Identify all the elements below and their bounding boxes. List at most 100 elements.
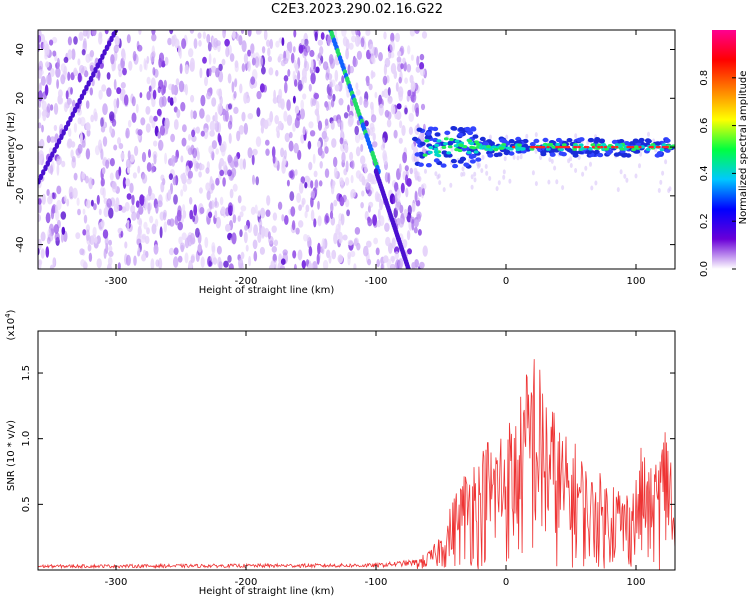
noise-speckle	[188, 160, 193, 169]
noise-speckle	[198, 187, 203, 194]
noise-speckle	[402, 151, 407, 164]
noise-speckle	[310, 72, 316, 85]
noise-speckle	[140, 117, 146, 126]
noise-speckle	[354, 34, 361, 47]
noise-speckle	[41, 124, 44, 133]
noise-speckle	[229, 188, 234, 199]
noise-speckle	[333, 156, 338, 168]
tone-band	[436, 154, 442, 158]
noise-speckle	[260, 125, 264, 134]
noise-speckle	[169, 218, 175, 227]
noise-speckle	[141, 151, 147, 163]
tone-band	[450, 158, 457, 164]
noise-speckle	[261, 66, 266, 75]
noise-speckle	[355, 89, 361, 96]
noise-speckle	[310, 190, 316, 199]
noise-speckle	[145, 250, 149, 258]
noise-speckle	[180, 101, 186, 112]
noise-speckle	[127, 119, 132, 128]
diagonal-track-blob	[52, 147, 57, 154]
noise-speckle	[173, 119, 179, 130]
noise-speckle	[240, 30, 245, 34]
x-tick-label: -100	[365, 577, 388, 588]
noise-speckle	[52, 192, 57, 200]
noise-speckle	[220, 206, 226, 215]
tone-band	[473, 150, 479, 154]
noise-speckle	[268, 67, 274, 76]
noise-speckle	[85, 199, 91, 209]
noise-speckle	[76, 197, 80, 206]
noise-speckle	[186, 178, 192, 185]
noise-speckle	[341, 75, 345, 84]
tone-band	[469, 159, 476, 164]
noise-speckle	[124, 201, 130, 212]
tone-band	[412, 136, 418, 142]
noise-speckle	[409, 30, 415, 37]
tone-band	[578, 137, 585, 142]
noise-speckle	[56, 185, 62, 195]
tone-peak	[603, 145, 608, 149]
noise-speckle	[38, 213, 41, 223]
noise-speckle	[94, 145, 100, 156]
noise-speckle	[298, 44, 304, 54]
diagonal-track-blob	[86, 80, 91, 87]
spectrogram-layer	[23, 30, 675, 269]
tone-peak	[600, 145, 604, 149]
tone-peak	[561, 145, 565, 149]
noise-speckle	[259, 83, 265, 93]
noise-speckle	[547, 179, 551, 185]
noise-speckle	[256, 107, 261, 118]
tone-peak	[628, 145, 632, 149]
noise-speckle	[101, 84, 107, 92]
noise-speckle	[161, 95, 167, 107]
noise-speckle	[153, 154, 157, 165]
noise-speckle	[103, 207, 109, 218]
diagonal-track-blob	[406, 265, 411, 269]
noise-speckle	[413, 227, 418, 234]
noise-speckle	[120, 152, 125, 160]
noise-speckle	[255, 176, 259, 186]
noise-speckle	[54, 232, 60, 242]
noise-speckle	[122, 51, 127, 62]
noise-speckle	[125, 178, 131, 187]
noise-speckle	[150, 258, 155, 269]
noise-speckle	[534, 181, 538, 187]
noise-speckle	[292, 70, 296, 82]
noise-speckle	[132, 50, 137, 62]
noise-speckle	[434, 171, 438, 177]
noise-speckle	[41, 100, 47, 111]
noise-speckle	[442, 187, 446, 193]
diagonal-track-blob	[23, 205, 27, 211]
noise-speckle	[395, 110, 402, 121]
noise-speckle	[390, 32, 395, 43]
noise-speckle	[82, 208, 86, 215]
tone-peak	[555, 145, 559, 149]
noise-speckle	[248, 255, 252, 267]
tone-band	[414, 152, 421, 157]
noise-speckle	[353, 263, 357, 269]
noise-speckle	[356, 50, 362, 61]
noise-speckle	[525, 133, 529, 139]
noise-speckle	[146, 162, 152, 172]
noise-speckle	[77, 143, 83, 154]
noise-speckle	[382, 75, 388, 86]
noise-speckle	[83, 70, 89, 78]
noise-speckle	[131, 112, 137, 123]
noise-speckle	[116, 87, 122, 95]
noise-speckle	[316, 253, 320, 265]
noise-speckle	[42, 40, 49, 51]
noise-speckle	[153, 244, 159, 255]
noise-speckle	[176, 209, 182, 222]
noise-speckle	[231, 232, 237, 245]
noise-speckle	[67, 49, 73, 60]
noise-speckle	[386, 119, 392, 128]
noise-speckle	[291, 220, 296, 231]
x-tick-label: -100	[365, 276, 388, 287]
noise-speckle	[244, 224, 248, 231]
noise-speckle	[277, 101, 283, 108]
noise-speckle	[41, 193, 46, 205]
noise-speckle	[173, 256, 179, 268]
noise-speckle	[139, 92, 143, 99]
noise-speckle	[370, 114, 377, 123]
noise-speckle	[488, 134, 492, 140]
